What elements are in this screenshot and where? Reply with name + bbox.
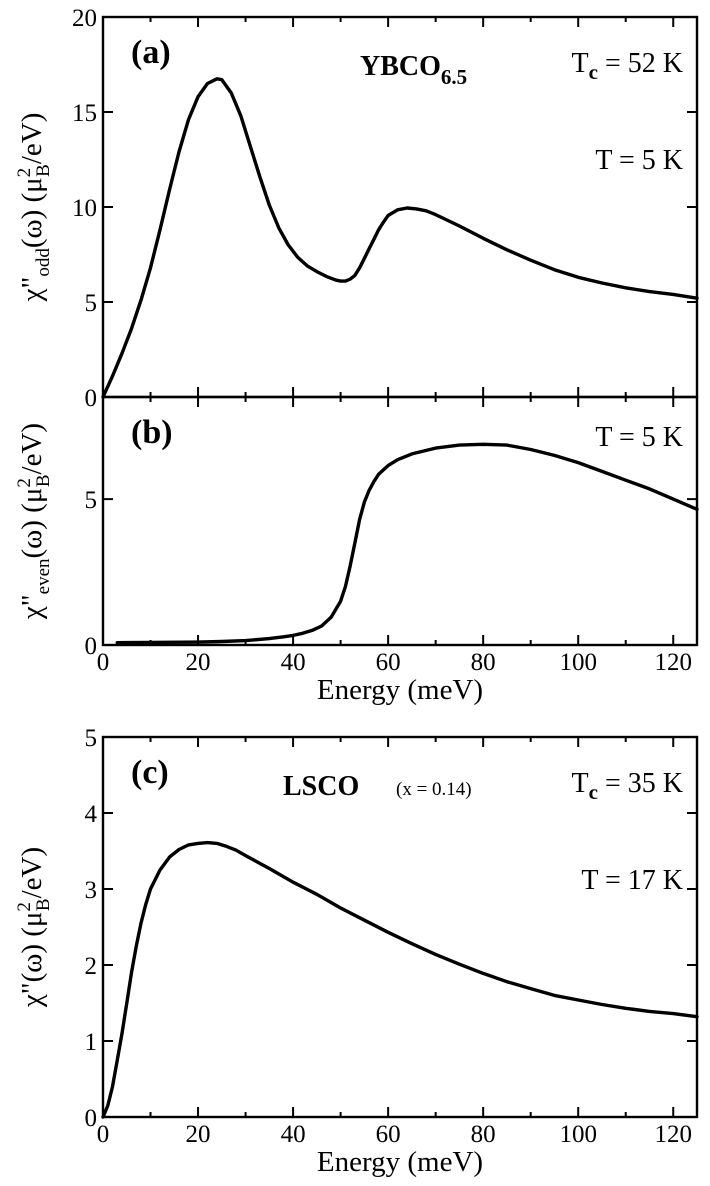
x-tick-label: 40 xyxy=(281,1121,306,1148)
x-tick-label: 40 xyxy=(281,649,306,676)
x-tick-label: 120 xyxy=(654,1121,692,1148)
data-curve-c xyxy=(101,840,699,1119)
y-tick-label: 1 xyxy=(85,1029,98,1056)
y-tick-label: 5 xyxy=(85,290,98,317)
plot-frame-b xyxy=(101,395,699,647)
y-tick-label: 5 xyxy=(85,487,98,514)
y-axis-label: χ"even(ω) (μ2B/eV) xyxy=(14,423,54,620)
tc-label: Tc = 52 K xyxy=(572,48,683,84)
compound-label: YBCO6.5 xyxy=(360,51,467,89)
y-tick-label: 2 xyxy=(85,953,98,980)
y-tick-label: 20 xyxy=(72,5,97,32)
compound-label: LSCO xyxy=(283,771,359,802)
x-tick-label: 0 xyxy=(97,1121,110,1148)
x-tick-label: 80 xyxy=(471,1121,496,1148)
y-tick-label: 0 xyxy=(85,385,98,412)
y-tick-label: 10 xyxy=(72,195,97,222)
data-curve-b xyxy=(115,442,699,645)
y-tick-label: 3 xyxy=(85,877,98,904)
x-tick-label: 100 xyxy=(559,1121,597,1148)
x-axis-label: Energy (meV) xyxy=(317,674,483,706)
y-tick-label: 15 xyxy=(72,100,97,127)
panel-label: (a) xyxy=(131,34,171,71)
plot-frame-c xyxy=(101,735,699,1119)
y-axis-label: χ"(ω) (μ2B/eV) xyxy=(14,847,54,1008)
data-curve-a xyxy=(101,77,699,399)
y-tick-label: 0 xyxy=(85,633,98,660)
tc-label: Tc = 35 K xyxy=(572,768,683,804)
x-axis-label: Energy (meV) xyxy=(317,1146,483,1178)
y-axis-label: χ"odd(ω) (μ2B/eV) xyxy=(14,113,54,303)
x-tick-label: 80 xyxy=(471,649,496,676)
temperature-label: T = 5 K xyxy=(595,145,683,176)
y-tick-label: 0 xyxy=(85,1105,98,1132)
panel-a: 0 5 10 15 20 (a) YBCO6.5 Tc = 52 K T = 5 K χ"odd(… xyxy=(14,5,699,412)
y-tick-label: 4 xyxy=(85,801,98,828)
x-tick-label: 20 xyxy=(186,649,211,676)
x-tick-label: 60 xyxy=(376,649,401,676)
x-tick-label: 0 xyxy=(97,649,110,676)
temperature-label: T = 5 K xyxy=(595,422,683,453)
panel-label: (c) xyxy=(131,754,169,791)
y-tick-label: 5 xyxy=(85,725,98,752)
x-tick-label: 120 xyxy=(654,649,692,676)
compound-note: (x = 0.14) xyxy=(396,779,472,800)
x-tick-label: 60 xyxy=(376,1121,401,1148)
panel-label: (b) xyxy=(131,414,173,451)
panel-c: 0 20 40 60 80 100 120 0 1 2 3 4 5 (c) LSCO (x = 0.14) Tc… xyxy=(14,725,699,1178)
x-tick-label: 20 xyxy=(186,1121,211,1148)
temperature-label: T = 17 K xyxy=(581,865,683,896)
panel-b: 0 20 40 60 80 100 120 0 5 (b) T = 5 K χ"even(ω) (μ2… xyxy=(14,395,699,706)
x-tick-label: 100 xyxy=(559,649,597,676)
